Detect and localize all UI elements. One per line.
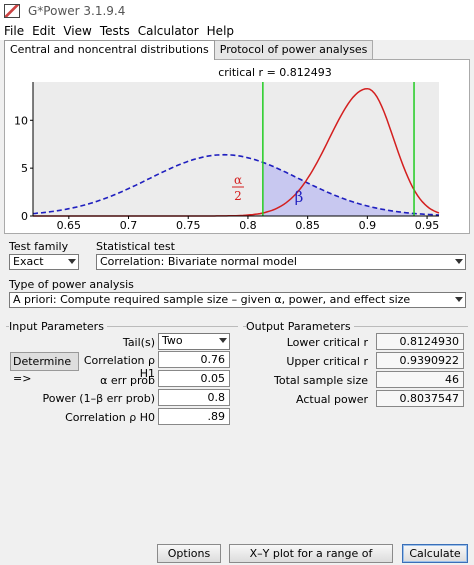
chevron-down-icon [68, 259, 76, 264]
x-tick-label: 0.75 [176, 219, 201, 232]
x-tick-label: 0.95 [415, 219, 440, 232]
test-family-value: Exact [13, 255, 44, 268]
test-family-select[interactable]: Exact [9, 254, 79, 270]
statistical-test-value: Correlation: Bivariate normal model [100, 255, 297, 268]
menu-file[interactable]: File [4, 24, 25, 38]
y-tick-label: 5 [21, 162, 28, 175]
lower-critical-value: 0.8124930 [376, 333, 464, 350]
chevron-down-icon [455, 259, 463, 264]
tails-value: Two [162, 334, 183, 347]
x-tick-label: 0.85 [295, 219, 320, 232]
tab-strip: Central and noncentral distributions Pro… [4, 40, 374, 60]
beta-region [262, 162, 415, 216]
lower-critical-label: Lower critical r [286, 336, 368, 349]
distribution-chart-panel: 0.65 0.7 0.75 0.8 0.85 0.9 0.95 0 5 10 critical r… [4, 59, 470, 234]
corr-h0-input[interactable]: .89 [158, 408, 230, 425]
x-tick-label: 0.65 [57, 219, 82, 232]
menu-help[interactable]: Help [206, 24, 235, 38]
determine-button[interactable]: Determine => [10, 352, 79, 385]
tails-label: Tail(s) [122, 336, 155, 349]
upper-critical-label: Upper critical r [286, 355, 368, 368]
power-label: Power (1–β err prob) [42, 392, 155, 405]
y-tick-label: 0 [21, 210, 28, 223]
statistical-test-label: Statistical test [96, 240, 175, 253]
menu-edit[interactable]: Edit [32, 24, 56, 38]
menu-view[interactable]: View [63, 24, 92, 38]
output-parameters-divider [243, 326, 468, 327]
calculate-button[interactable]: Calculate [402, 544, 468, 563]
upper-critical-value: 0.9390922 [376, 352, 464, 369]
total-sample-size-label: Total sample size [273, 374, 368, 387]
power-analysis-value: A priori: Compute required sample size –… [13, 293, 411, 306]
tails-select[interactable]: Two [158, 333, 230, 350]
actual-power-label: Actual power [296, 393, 368, 406]
corr-h1-input[interactable]: 0.76 [158, 351, 230, 368]
options-button[interactable]: Options [157, 544, 221, 563]
alpha-annotation-numerator: α [234, 173, 242, 187]
test-family-label: Test family [9, 240, 69, 253]
title-bar: G*Power 3.1.9.4 [0, 0, 474, 22]
corr-h0-label: Correlation ρ H0 [65, 411, 155, 424]
chevron-down-icon [219, 338, 227, 343]
power-input[interactable]: 0.8 [158, 389, 230, 406]
alpha-input[interactable]: 0.05 [158, 370, 230, 387]
statistical-test-select[interactable]: Correlation: Bivariate normal model [96, 254, 466, 270]
y-tick-label: 10 [14, 114, 28, 127]
tab-protocol[interactable]: Protocol of power analyses [213, 40, 374, 59]
x-tick-label: 0.8 [239, 219, 257, 232]
tab-distributions[interactable]: Central and noncentral distributions [4, 40, 215, 60]
alpha-label: α err prob [100, 374, 155, 387]
input-parameters-divider [6, 326, 238, 327]
menu-tests[interactable]: Tests [99, 24, 130, 38]
window-title: G*Power 3.1.9.4 [28, 4, 126, 18]
menu-bar: File Edit View Tests Calculator Help [0, 22, 474, 40]
gpower-logo-icon [4, 4, 20, 18]
beta-annotation: β [295, 188, 304, 206]
x-tick-label: 0.7 [120, 219, 138, 232]
x-tick-label: 0.9 [359, 219, 377, 232]
critical-r-label: critical r = 0.812493 [218, 66, 332, 79]
xy-plot-button[interactable]: X–Y plot for a range of values [229, 544, 393, 565]
corr-h1-label: Correlation ρ H1 [83, 354, 155, 380]
menu-calculator[interactable]: Calculator [137, 24, 199, 38]
distribution-chart: 0.65 0.7 0.75 0.8 0.85 0.9 0.95 0 5 10 critical r… [14, 66, 440, 232]
output-parameters-title: Output Parameters [246, 320, 354, 333]
power-analysis-label: Type of power analysis [9, 278, 134, 291]
alpha-annotation-denominator: 2 [234, 189, 242, 203]
chevron-down-icon [455, 297, 463, 302]
power-analysis-select[interactable]: A priori: Compute required sample size –… [9, 292, 466, 308]
actual-power-value: 0.8037547 [376, 390, 464, 407]
total-sample-size-value: 46 [376, 371, 464, 388]
plot-area [33, 82, 439, 216]
input-parameters-title: Input Parameters [9, 320, 107, 333]
